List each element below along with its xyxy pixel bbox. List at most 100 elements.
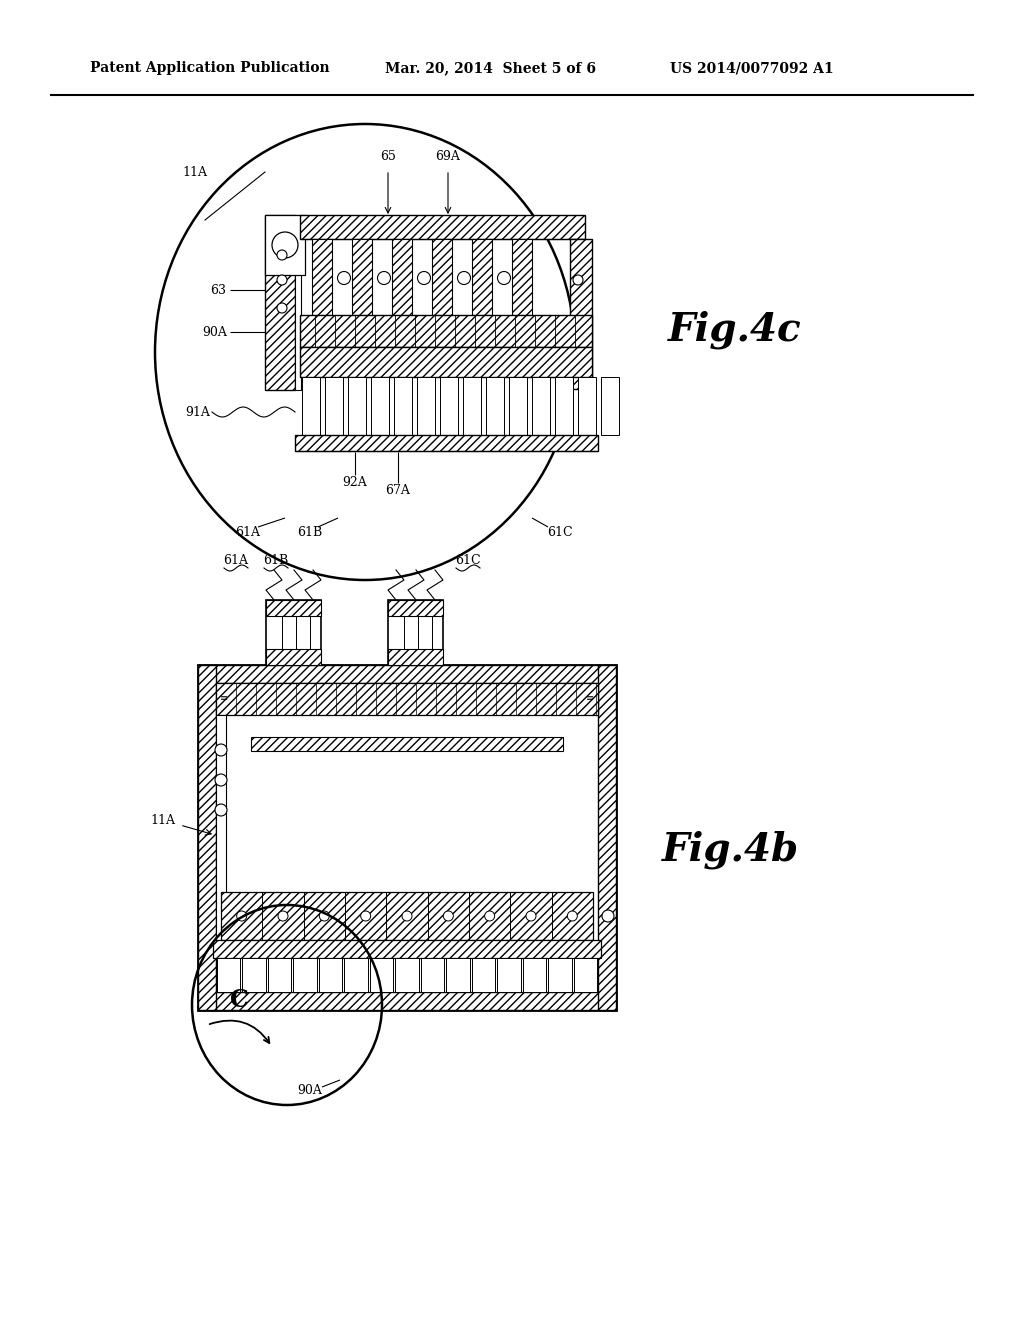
Bar [570, 239, 592, 389]
Circle shape [602, 909, 614, 921]
Bar [548, 958, 571, 993]
Bar [573, 958, 597, 993]
Bar [295, 215, 301, 389]
Bar [344, 958, 368, 993]
Bar [512, 239, 532, 315]
Text: 61A: 61A [236, 527, 260, 540]
Bar [198, 665, 616, 1010]
Text: ≡: ≡ [586, 694, 594, 704]
Text: 67A: 67A [386, 483, 411, 496]
Circle shape [215, 774, 227, 785]
Text: Patent Application Publication: Patent Application Publication [90, 61, 330, 75]
Bar [352, 239, 372, 315]
Text: 61A: 61A [223, 553, 249, 566]
Circle shape [278, 304, 287, 313]
Text: 11A: 11A [182, 165, 208, 178]
Text: 63: 63 [210, 284, 226, 297]
Bar [265, 215, 295, 389]
Bar [472, 958, 496, 993]
Bar [388, 601, 443, 665]
Bar [217, 958, 241, 993]
Text: 61C: 61C [456, 553, 481, 566]
Bar [578, 378, 596, 436]
Bar [432, 239, 452, 315]
Circle shape [272, 232, 298, 257]
Text: Fig.4c: Fig.4c [669, 310, 802, 350]
Circle shape [526, 911, 536, 921]
Circle shape [418, 272, 430, 285]
Bar [472, 239, 492, 315]
Bar [295, 436, 598, 451]
Circle shape [278, 275, 287, 285]
Bar [243, 958, 266, 993]
Bar [198, 665, 616, 682]
Bar [509, 378, 527, 436]
Circle shape [319, 911, 330, 921]
Bar [348, 378, 366, 436]
Text: 90A: 90A [298, 1084, 323, 1097]
Circle shape [215, 804, 227, 816]
Text: US 2014/0077092 A1: US 2014/0077092 A1 [670, 61, 834, 75]
Bar [394, 378, 412, 436]
Bar [392, 239, 412, 315]
Bar [198, 665, 216, 1010]
Bar [325, 378, 343, 436]
Circle shape [402, 911, 412, 921]
Bar [294, 958, 316, 993]
Bar [300, 315, 592, 347]
Circle shape [484, 911, 495, 921]
Bar [216, 682, 598, 715]
Bar [463, 378, 481, 436]
Bar [268, 958, 292, 993]
Circle shape [237, 911, 247, 921]
Bar [265, 215, 305, 275]
Text: 65: 65 [380, 150, 396, 164]
Ellipse shape [155, 124, 575, 579]
Bar [300, 215, 585, 239]
Bar [221, 892, 593, 940]
Bar [216, 715, 226, 993]
Bar [532, 378, 550, 436]
Circle shape [498, 272, 511, 285]
Bar [522, 958, 546, 993]
Bar [446, 958, 470, 993]
Bar [312, 239, 332, 315]
Circle shape [215, 744, 227, 756]
Circle shape [443, 911, 454, 921]
Bar [302, 378, 319, 436]
Text: 61C: 61C [547, 527, 572, 540]
Text: Mar. 20, 2014  Sheet 5 of 6: Mar. 20, 2014 Sheet 5 of 6 [385, 61, 596, 75]
Bar [395, 958, 419, 993]
Bar [388, 601, 443, 616]
Text: 11A: 11A [151, 813, 175, 826]
Bar [266, 649, 321, 665]
Circle shape [567, 911, 578, 921]
Circle shape [458, 272, 470, 285]
Bar [555, 378, 573, 436]
Bar [198, 993, 616, 1010]
Text: C: C [229, 987, 249, 1012]
Text: 91A: 91A [185, 405, 211, 418]
Bar [388, 649, 443, 665]
Bar [370, 958, 393, 993]
Bar [598, 665, 616, 1010]
Circle shape [378, 272, 390, 285]
Bar [601, 378, 618, 436]
Bar [266, 601, 321, 616]
Circle shape [278, 911, 288, 921]
Text: 90A: 90A [203, 326, 227, 338]
Bar [421, 958, 444, 993]
Bar [417, 378, 435, 436]
Bar [318, 958, 342, 993]
Text: 92A: 92A [343, 475, 368, 488]
Text: 61B: 61B [297, 527, 323, 540]
Bar [213, 940, 601, 958]
Bar [440, 378, 458, 436]
Bar [251, 737, 563, 751]
Circle shape [360, 911, 371, 921]
Text: Fig.4b: Fig.4b [662, 830, 799, 870]
Circle shape [278, 249, 287, 260]
Text: 61B: 61B [263, 553, 289, 566]
Bar [300, 347, 592, 378]
Bar [497, 958, 520, 993]
